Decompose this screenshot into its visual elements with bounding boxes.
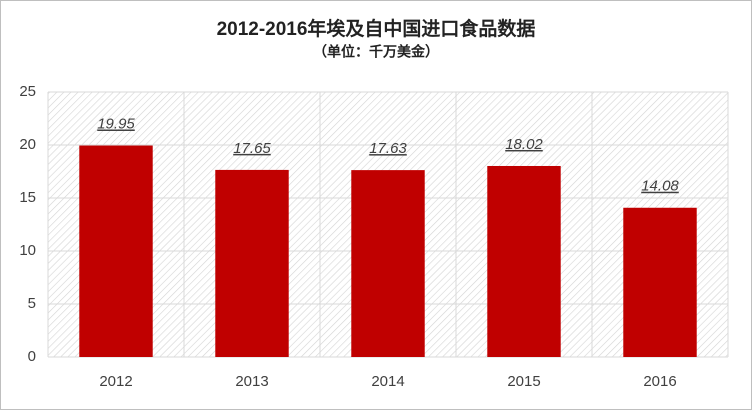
data-label: 17.63 <box>369 140 407 157</box>
bar <box>623 207 697 357</box>
y-tick-label: 0 <box>28 348 36 365</box>
x-tick-label: 2016 <box>643 373 676 390</box>
y-tick-label: 10 <box>19 242 36 259</box>
x-tick-label: 2015 <box>507 373 540 390</box>
y-tick-label: 25 <box>19 83 36 100</box>
x-tick-label: 2012 <box>99 373 132 390</box>
data-label: 19.95 <box>97 115 135 132</box>
x-tick-label: 2013 <box>235 373 268 390</box>
y-tick-label: 20 <box>19 136 36 153</box>
bar <box>487 165 561 357</box>
y-tick-label: 15 <box>19 189 36 206</box>
bar <box>79 145 153 357</box>
data-label: 17.65 <box>233 140 271 157</box>
bar <box>351 170 425 357</box>
y-tick-label: 5 <box>28 295 36 312</box>
data-label: 18.02 <box>505 136 543 153</box>
chart-title: 2012-2016年埃及自中国进口食品数据 <box>217 17 536 40</box>
x-tick-label: 2014 <box>371 373 404 390</box>
bar <box>215 169 289 357</box>
chart-subtitle: （单位：千万美金） <box>313 44 439 60</box>
data-label: 14.08 <box>641 178 679 195</box>
